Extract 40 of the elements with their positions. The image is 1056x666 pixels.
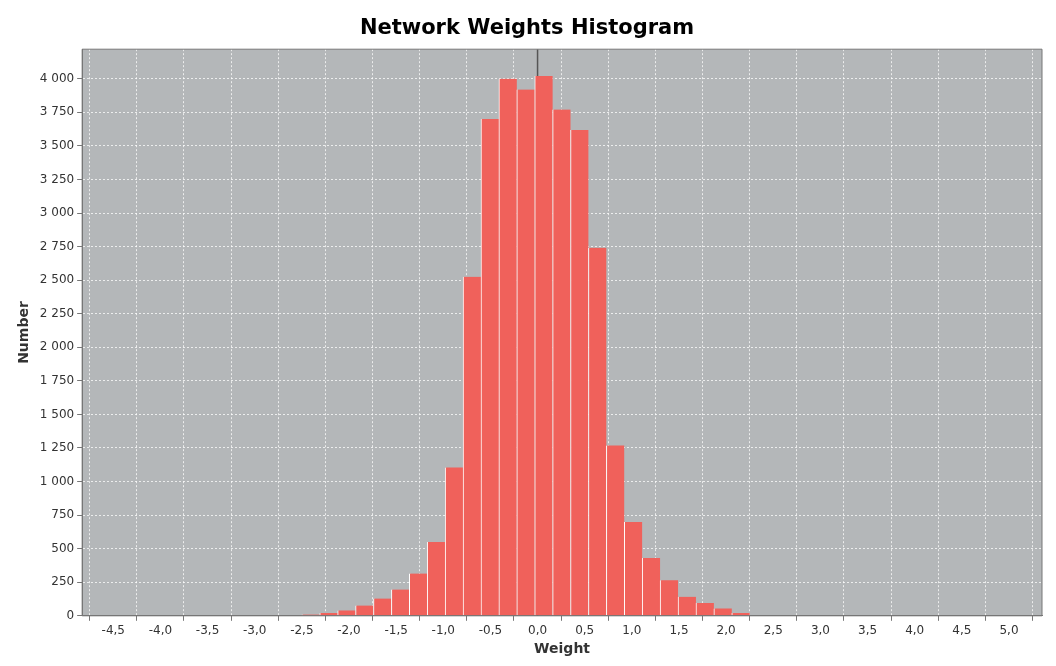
x-tick-label: 2,5: [763, 623, 783, 638]
x-tick-label: -2,0: [337, 623, 361, 638]
y-tick-label: 3 000: [39, 205, 75, 220]
y-axis-title: Number: [15, 301, 32, 364]
x-tick-label: -0,5: [478, 623, 503, 638]
x-tick-label: 3,0: [810, 623, 830, 638]
y-tick-label: 0: [66, 607, 75, 622]
y-tick-label: 2 750: [39, 238, 75, 253]
x-tick-label: -4,5: [101, 623, 125, 638]
y-tick-label: 3 750: [39, 104, 75, 119]
y-tick-label: 3 500: [39, 138, 75, 152]
x-tick-label: 5,0: [999, 623, 1019, 638]
y-tick-label: 3 250: [39, 171, 75, 186]
x-tick-label: 2,0: [716, 623, 736, 638]
x-tick-label: -2,5: [290, 623, 314, 638]
x-tick-label: 4,5: [952, 623, 972, 638]
y-tick-label: 2 250: [39, 305, 75, 320]
x-tick-label: 4,0: [905, 623, 925, 638]
y-tick-label: 1 750: [39, 372, 75, 387]
y-tick-label: 1 250: [39, 440, 75, 455]
x-tick-label: -3,0: [242, 623, 267, 638]
y-tick-label: 250: [51, 574, 75, 589]
x-tick-label: 1,0: [622, 623, 642, 638]
y-tick-label: 750: [51, 507, 75, 522]
y-tick-label: 1 500: [39, 406, 75, 421]
y-tick-label: 2 000: [39, 339, 75, 354]
x-tick-label: 0,5: [575, 623, 595, 638]
chart-title: Network Weights Histogram: [359, 15, 695, 40]
y-tick-label: 1 000: [39, 473, 75, 488]
x-tick-label: -1,0: [431, 623, 455, 638]
x-tick-label: 1,5: [669, 623, 689, 638]
x-tick-label: 0,0: [528, 623, 548, 638]
x-axis-title: Weight: [534, 640, 591, 657]
x-tick-label: -3,5: [195, 623, 220, 638]
x-tick-label: -1,5: [384, 623, 408, 638]
x-tick-label: -4,0: [148, 623, 173, 638]
y-tick-label: 500: [51, 540, 75, 555]
y-tick-label: 2 500: [39, 272, 75, 287]
x-tick-label: 3,5: [858, 623, 878, 638]
y-tick-label: 4 000: [39, 70, 75, 85]
